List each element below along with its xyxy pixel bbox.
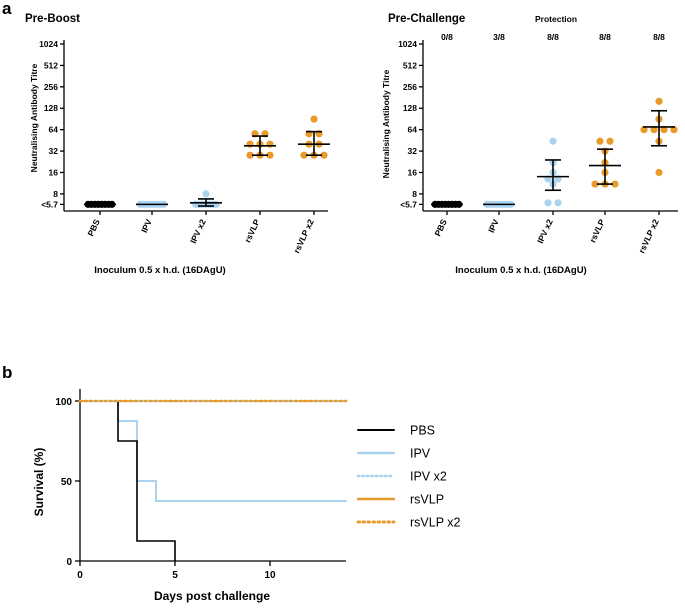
pre-boost-x-tick-label: rsVLP x2 xyxy=(291,217,315,254)
pre-challenge-data-point xyxy=(544,199,552,207)
pre-challenge-data-point xyxy=(596,137,604,145)
protection-value: 8/8 xyxy=(599,32,611,42)
pre-boost-data-point xyxy=(300,151,308,159)
pre-challenge-y-tick-label: 16 xyxy=(408,167,418,177)
legend-label-ipv-x2: IPV x2 xyxy=(410,470,447,484)
pre-boost-title: Pre-Boost xyxy=(25,13,80,25)
pre-challenge-y-tick-label: 256 xyxy=(403,82,417,92)
pre-challenge-y-tick-label: 8 xyxy=(412,189,417,199)
pre-boost-scatter-plot: Pre-Boost Neutralising Antibody Titre In… xyxy=(25,13,330,276)
pre-challenge-y-tick-label: 128 xyxy=(403,103,417,113)
pre-challenge-x-tick-label: IPV xyxy=(486,217,501,234)
pre-challenge-data-point xyxy=(640,126,648,134)
pre-boost-data-point xyxy=(202,190,210,198)
pre-boost-data-point xyxy=(266,140,274,148)
pre-challenge-x-axis-label: Inoculum 0.5 x h.d. (16DAgU) xyxy=(455,265,586,276)
pre-boost-y-tick-label: 8 xyxy=(53,189,58,199)
panel-label-b: b xyxy=(2,363,12,382)
pre-boost-group-rsvlp-x2 xyxy=(298,115,330,159)
pre-challenge-data-point xyxy=(606,137,614,145)
pre-challenge-x-tick-label: PBS xyxy=(432,217,449,237)
survival-curve-chart: Survival (%) Days post challenge 0 50 100 0… xyxy=(32,389,461,603)
pre-boost-x-tick-label: PBS xyxy=(85,217,102,237)
pre-challenge-data-point xyxy=(591,180,599,188)
pre-challenge-group-pbs xyxy=(431,200,463,208)
pre-challenge-group-ipv xyxy=(483,200,515,208)
survival-x-tick-label: 5 xyxy=(172,570,178,581)
pre-challenge-y-tick-label: 32 xyxy=(408,146,418,156)
pre-boost-y-tick-label: 512 xyxy=(44,60,58,70)
pre-boost-data-point xyxy=(246,151,254,159)
survival-y-tick-label: 100 xyxy=(55,397,72,408)
pre-challenge-y-tick-label: 512 xyxy=(403,60,417,70)
survival-x-tick-label: 10 xyxy=(264,570,276,581)
pre-challenge-data-point xyxy=(554,199,562,207)
pre-challenge-data-point xyxy=(650,126,658,134)
survival-y-tick-label: 0 xyxy=(66,557,72,568)
pre-boost-group-ipv xyxy=(136,200,168,208)
pre-boost-data-point xyxy=(310,115,318,123)
pre-boost-group-pbs xyxy=(84,200,116,208)
protection-value: 0/8 xyxy=(441,32,453,42)
pre-challenge-data-point xyxy=(655,97,663,105)
legend-label-ipv: IPV xyxy=(410,447,431,461)
protection-value: 8/8 xyxy=(547,32,559,42)
pre-challenge-group-ipv-x2 xyxy=(537,137,569,207)
pre-boost-group-rsvlp xyxy=(244,130,276,159)
pre-boost-y-tick-label: 16 xyxy=(49,167,59,177)
pre-challenge-group-rsvlp xyxy=(589,137,621,188)
pre-challenge-x-tick-label: rsVLP xyxy=(587,217,607,244)
survival-y-tick-label: 50 xyxy=(61,477,73,488)
pre-boost-x-tick-label: rsVLP xyxy=(242,217,262,244)
legend-label-pbs: PBS xyxy=(410,424,435,438)
pre-challenge-data-point xyxy=(549,137,557,145)
pre-challenge-x-tick-label: IPV x2 xyxy=(535,217,555,245)
panel-label-a: a xyxy=(2,0,12,18)
survival-y-axis-label: Survival (%) xyxy=(32,448,46,517)
pre-challenge-scatter-plot: Pre-Challenge Protection Neutralising An… xyxy=(381,13,678,276)
pre-boost-y-tick-label: 32 xyxy=(49,146,59,156)
pre-boost-x-tick-label: IPV xyxy=(139,217,154,234)
pre-challenge-y-axis-label: Neutralising Antibody Titre xyxy=(381,69,391,178)
pre-boost-group-ipv-x2 xyxy=(190,190,222,208)
survival-line-pbs xyxy=(79,400,176,562)
pre-challenge-x-tick-label: rsVLP x2 xyxy=(636,217,660,254)
legend-label-rsvlp-x2: rsVLP x2 xyxy=(410,516,461,530)
pre-boost-data-point xyxy=(320,151,328,159)
pre-boost-data-point xyxy=(246,140,254,148)
survival-x-tick-label: 0 xyxy=(77,570,83,581)
pre-challenge-title: Pre-Challenge xyxy=(388,13,465,25)
protection-header: Protection xyxy=(535,14,577,24)
pre-boost-y-tick-label: <5.7 xyxy=(41,199,58,209)
pre-challenge-data-point xyxy=(611,180,619,188)
pre-boost-data-point xyxy=(266,151,274,159)
pre-challenge-data-point xyxy=(670,126,678,134)
protection-value: 8/8 xyxy=(653,32,665,42)
pre-boost-y-tick-label: 64 xyxy=(49,125,59,135)
pre-challenge-y-tick-label: 1024 xyxy=(398,39,417,49)
legend-label-rsvlp: rsVLP xyxy=(410,493,444,507)
pre-boost-y-tick-label: 256 xyxy=(44,82,58,92)
survival-x-axis-label: Days post challenge xyxy=(154,589,270,603)
pre-boost-y-tick-label: 1024 xyxy=(39,39,58,49)
pre-boost-data-point xyxy=(212,200,220,208)
pre-challenge-y-tick-label: <5.7 xyxy=(400,199,417,209)
pre-challenge-data-point xyxy=(660,126,668,134)
pre-boost-y-tick-label: 128 xyxy=(44,103,58,113)
survival-line-ipv xyxy=(79,400,347,502)
pre-boost-x-tick-label: IPV x2 xyxy=(188,217,208,245)
pre-challenge-group-rsvlp-x2 xyxy=(640,97,678,177)
pre-boost-y-axis-label: Neutralising Antibody Titre xyxy=(29,63,39,172)
pre-challenge-data-point xyxy=(655,168,663,177)
pre-boost-x-axis-label: Inoculum 0.5 x h.d. (16DAgU) xyxy=(94,265,225,276)
protection-value: 3/8 xyxy=(493,32,505,42)
pre-challenge-y-tick-label: 64 xyxy=(408,125,418,135)
